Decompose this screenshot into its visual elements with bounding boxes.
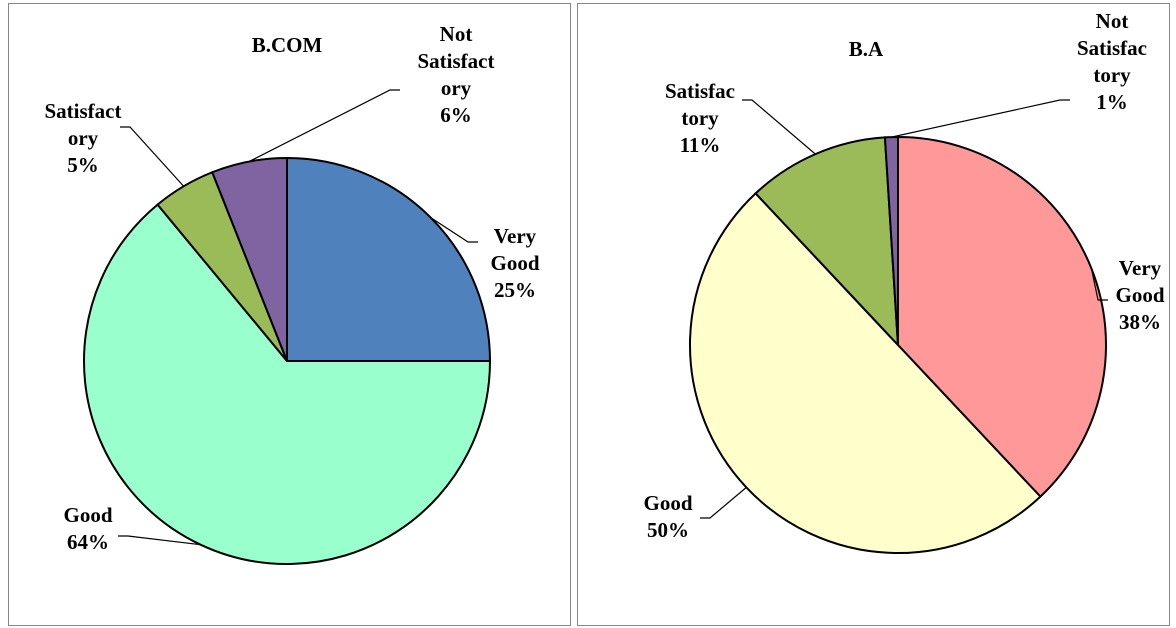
category-label: Very Good xyxy=(1115,256,1164,307)
leader-line xyxy=(248,89,400,163)
chart-title: B.COM xyxy=(252,33,323,57)
pie-slice xyxy=(210,156,288,362)
label-line: Good xyxy=(1115,283,1164,307)
category-label: Good xyxy=(63,503,112,527)
label-line: Satisfac xyxy=(1077,36,1147,60)
label-line: Satisfac xyxy=(665,79,735,103)
category-label: Satisfact ory xyxy=(45,99,122,150)
pie-slice xyxy=(286,156,492,362)
label-line: ory xyxy=(68,126,99,150)
data-label: 5% xyxy=(67,153,99,177)
pie-slice xyxy=(897,135,1107,499)
label-line: tory xyxy=(681,106,719,130)
category-label: Good xyxy=(643,491,692,515)
label-line: Satisfact xyxy=(45,99,122,123)
category-label: Satisfac tory xyxy=(665,79,735,130)
label-line: Not xyxy=(440,22,473,46)
pie-slice xyxy=(83,203,492,565)
pie-slice xyxy=(689,191,1042,554)
leader-line xyxy=(118,535,201,546)
label-line: Good xyxy=(490,251,539,275)
data-label: 38% xyxy=(1119,310,1161,334)
data-label: 64% xyxy=(67,530,109,554)
data-label: 25% xyxy=(494,278,536,302)
data-label: 6% xyxy=(440,103,472,127)
label-line: Not xyxy=(1096,9,1129,33)
chart-title: B.A xyxy=(849,37,884,61)
label-line: Very xyxy=(1119,256,1162,280)
leader-line xyxy=(700,486,747,519)
data-label: 1% xyxy=(1096,90,1128,114)
category-label: Very Good xyxy=(490,224,539,275)
label-line: Good xyxy=(643,491,692,515)
label-line: ory xyxy=(441,76,472,100)
label-line: Good xyxy=(63,503,112,527)
label-line: Satisfact xyxy=(418,49,495,73)
leader-line xyxy=(891,99,1070,138)
label-line: tory xyxy=(1093,63,1131,87)
leader-line xyxy=(430,216,478,243)
data-label: 50% xyxy=(647,518,689,542)
leader-line xyxy=(120,126,185,187)
leader-line xyxy=(742,99,816,155)
category-label: Not Satisfact ory xyxy=(418,22,495,100)
label-line: Very xyxy=(494,224,537,248)
data-label: 11% xyxy=(680,133,721,157)
category-label: Not Satisfac tory xyxy=(1077,9,1147,87)
leader-line xyxy=(1090,268,1108,301)
